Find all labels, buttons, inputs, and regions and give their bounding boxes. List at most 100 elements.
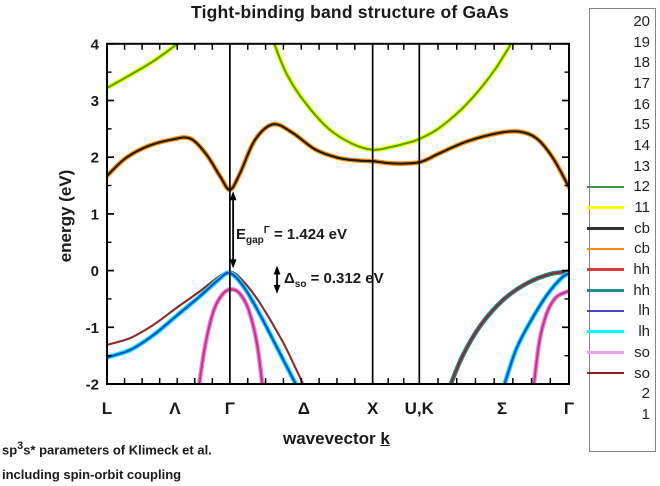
band-lh-valence-under <box>107 270 299 385</box>
legend-label: 20 <box>633 12 650 30</box>
legend-label: hh <box>633 281 650 299</box>
spin-orbit-footnote: including spin-orbit coupling <box>2 467 182 482</box>
band-cb-lower-conduction <box>107 123 569 191</box>
so-arrow-head-up <box>273 265 281 275</box>
legend-label: 12 <box>633 178 650 196</box>
legend-swatch <box>587 288 624 292</box>
legend-swatch <box>587 309 624 313</box>
chart-title: Tight-binding band structure of GaAs <box>191 2 509 22</box>
gap-symbol: E <box>236 226 247 243</box>
band-curves <box>107 43 569 385</box>
legend-swatch <box>587 206 624 209</box>
gap-arrow-head-down <box>229 259 237 269</box>
so-arrow-head-down <box>273 284 281 294</box>
legend-row: 13 <box>590 156 655 177</box>
legend-label: 1 <box>641 405 650 423</box>
legend-row: cb <box>587 218 655 239</box>
legend-label: cb <box>634 240 650 258</box>
legend-row: so <box>587 363 655 384</box>
band-gap-annotation: EgapΓ = 1.424 eV <box>236 225 347 246</box>
x-tick-label: Γ <box>225 399 235 418</box>
legend-label: 17 <box>633 74 650 92</box>
legend-swatch <box>587 330 624 333</box>
legend-row: 12 <box>587 177 655 198</box>
legend-row: 1 <box>590 404 655 425</box>
band-legend: 20 19 18 17 16 15 14 13 12 11 cb cb hh hh lh lh so so 2 1 <box>587 8 656 452</box>
footnote-sp: sp <box>2 442 18 458</box>
band-12-11-upper-conduction <box>273 43 513 151</box>
legend-label: 14 <box>633 136 650 154</box>
legend-swatch <box>587 351 624 354</box>
legend-row: 18 <box>590 52 655 73</box>
legend-row: hh <box>587 259 655 280</box>
legend-label: 2 <box>641 385 650 403</box>
legend-label: so <box>634 364 650 382</box>
legend-label: 16 <box>633 95 650 113</box>
so-value: = 0.312 eV <box>306 270 384 287</box>
legend-label: 15 <box>633 116 650 134</box>
y-tick-label: 0 <box>91 263 99 280</box>
band-so-splitoff <box>532 289 569 385</box>
footnote-text: s* parameters of Klimeck et al. <box>23 442 212 458</box>
x-axis-label: wavevector k <box>283 429 390 449</box>
y-tick-label: 1 <box>91 206 99 223</box>
legend-row: cb <box>587 239 655 260</box>
wavevector-k-symbol: k <box>380 429 390 448</box>
legend-row: so <box>587 342 655 363</box>
legend-label: hh <box>633 261 650 279</box>
x-tick-label: Λ <box>169 399 181 418</box>
legend-row: 11 <box>587 197 655 218</box>
legend-row: 16 <box>590 94 655 115</box>
legend-swatch <box>587 268 624 271</box>
y-tick-label: -2 <box>86 377 99 394</box>
legend-label: lh <box>638 302 650 320</box>
legend-row: 20 <box>590 11 655 32</box>
plot-frame <box>106 42 570 386</box>
legend-row: lh <box>587 321 655 342</box>
gap-superscript: Γ <box>263 225 270 236</box>
legend-label: 13 <box>633 157 650 175</box>
legend-label: cb <box>634 219 650 237</box>
y-axis-label: energy (eV) <box>56 169 75 263</box>
gap-subscript: gap <box>246 235 264 246</box>
legend-swatch <box>587 185 624 189</box>
y-tick-label: 2 <box>91 150 99 167</box>
footnote-sup3: 3 <box>17 440 24 452</box>
band-so-splitoff <box>198 288 264 385</box>
legend-label: 19 <box>633 33 650 51</box>
legend-row: 17 <box>590 73 655 94</box>
spin-orbit-annotation: Δso = 0.312 eV <box>284 270 384 290</box>
legend-row: 19 <box>590 32 655 53</box>
legend-swatch <box>587 226 624 230</box>
legend-row: 2 <box>590 383 655 404</box>
legend-label: 11 <box>634 199 650 217</box>
legend-row: 14 <box>590 135 655 156</box>
y-tick-label: -1 <box>86 320 99 337</box>
band-12-11-upper-conduction <box>107 43 179 90</box>
band-lh-valence <box>107 271 297 385</box>
band-hh-valence <box>449 270 569 385</box>
legend-label: so <box>634 343 650 361</box>
x-tick-label: Γ <box>564 399 574 418</box>
legend-swatch <box>587 247 624 251</box>
x-axis-label-text: wavevector <box>283 429 381 448</box>
so-subscript: so <box>294 279 307 290</box>
legend-label: 18 <box>633 54 650 72</box>
legend-row: hh <box>587 280 655 301</box>
x-tick-label: L <box>102 399 112 418</box>
y-tick-label: 4 <box>91 36 100 53</box>
x-tick-label: Σ <box>497 399 507 418</box>
x-tick-label: U,K <box>405 399 435 418</box>
band-lh-valence <box>503 272 569 385</box>
legend-row: 15 <box>590 114 655 135</box>
x-tick-label: X <box>367 399 379 418</box>
legend-label: lh <box>638 323 650 341</box>
band-12-11-upper-conduction-under <box>107 43 181 91</box>
gap-value: = 1.424 eV <box>269 226 347 243</box>
so-symbol: Δ <box>284 270 295 287</box>
parameters-footnote: sp3s* parameters of Klimeck et al. <box>2 440 212 457</box>
y-tick-label: 3 <box>91 93 99 110</box>
legend-swatch <box>587 371 624 375</box>
